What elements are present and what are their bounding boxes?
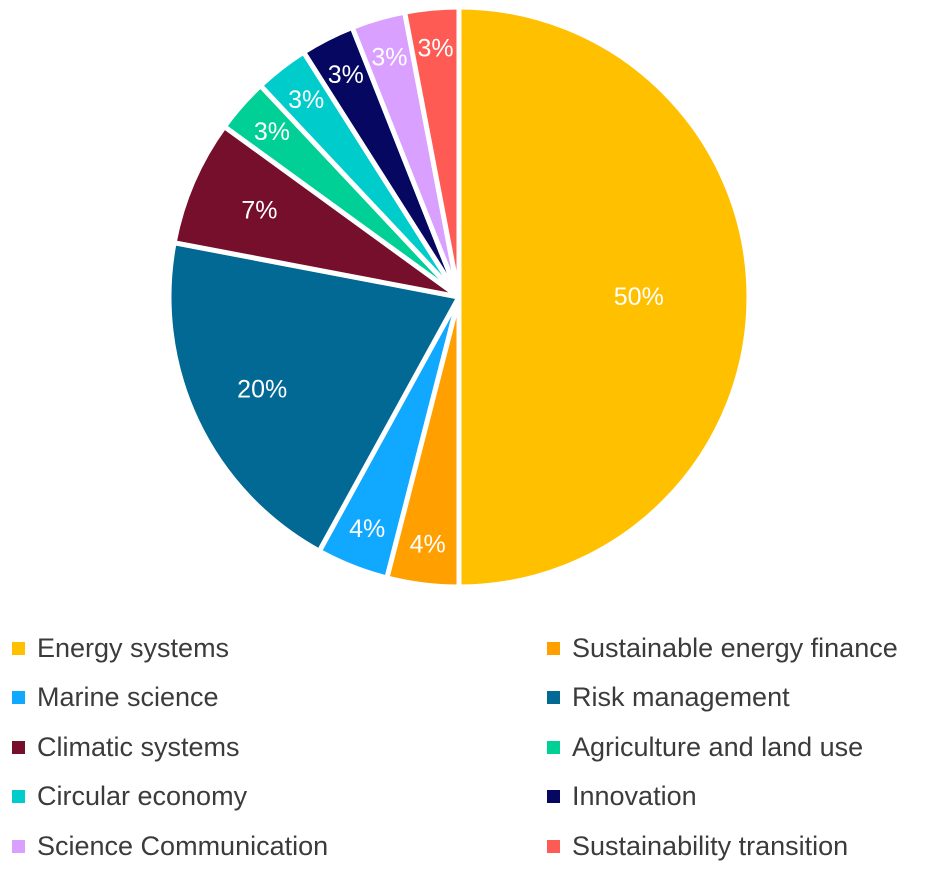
legend-label: Climatic systems (37, 731, 240, 762)
data-label-risk-management: 20% (237, 376, 287, 404)
legend-label: Innovation (572, 781, 697, 811)
pie-svg: 50%4%4%20%7%3%3%3%3% 3% (166, 4, 752, 590)
legend-swatch (12, 691, 25, 704)
legend-swatch (547, 839, 560, 853)
legend-label: Risk management (572, 682, 790, 712)
legend-swatch (547, 740, 560, 754)
pie-slice-energy-systems (456, 4, 752, 590)
legend-swatch (547, 691, 560, 704)
legend-item-sustainable-energy-finance: Sustainable energy finance (547, 628, 898, 668)
legend-item-circular-economy: Circular economy (12, 777, 247, 817)
legend-item-risk-management: Risk management (547, 678, 790, 718)
legend-item-energy-systems: Energy systems (12, 628, 229, 668)
data-label-circular-economy: 3% (288, 86, 324, 114)
legend-label: Agriculture and land use (572, 731, 864, 762)
data-label-sustainability-transition: 3% (417, 35, 453, 63)
legend-item-climatic-systems: Climatic systems (12, 727, 240, 767)
legend-swatch (12, 790, 25, 803)
legend-swatch (12, 641, 25, 655)
legend-swatch (12, 740, 25, 754)
legend-label: Marine science (37, 682, 219, 712)
legend-label: Circular economy (37, 781, 248, 811)
data-label-innovation: 3% (328, 61, 364, 89)
pie-slice-risk-management (166, 240, 462, 554)
legend-item-agriculture-and-land-use: Agriculture and land use (547, 727, 863, 767)
data-label-agriculture-and-land-use: 3% (254, 118, 290, 146)
legend: Energy systems Sustainable energy finance… (0, 620, 945, 870)
legend-item-sustainability-transition: Sustainability transition (547, 826, 848, 866)
legend-label: Energy systems (37, 632, 230, 663)
legend-label: Sustainable energy finance (572, 632, 898, 663)
legend-swatch (12, 839, 25, 853)
data-label-energy-systems: 50% (614, 283, 664, 311)
pie-chart: 50% 4% 4% 20% 7% 3% 3% 3% 3% 3% (166, 4, 752, 590)
legend-item-innovation: Innovation (547, 777, 697, 817)
pie-slice-sustainability-transition (402, 4, 462, 300)
legend-label: Science Communication (37, 830, 329, 861)
legend-item-science-communication: Science Communication (12, 826, 328, 866)
legend-item-marine-science: Marine science (12, 678, 219, 718)
legend-swatch (547, 641, 560, 655)
data-label-marine-science: 4% (349, 515, 385, 543)
legend-label: Sustainability transition (572, 830, 849, 861)
data-label-sustainable-energy-finance: 4% (410, 530, 446, 558)
data-label-climatic-systems: 7% (241, 197, 277, 225)
data-label-science-communication: 3% (371, 44, 407, 72)
legend-swatch (547, 790, 560, 803)
